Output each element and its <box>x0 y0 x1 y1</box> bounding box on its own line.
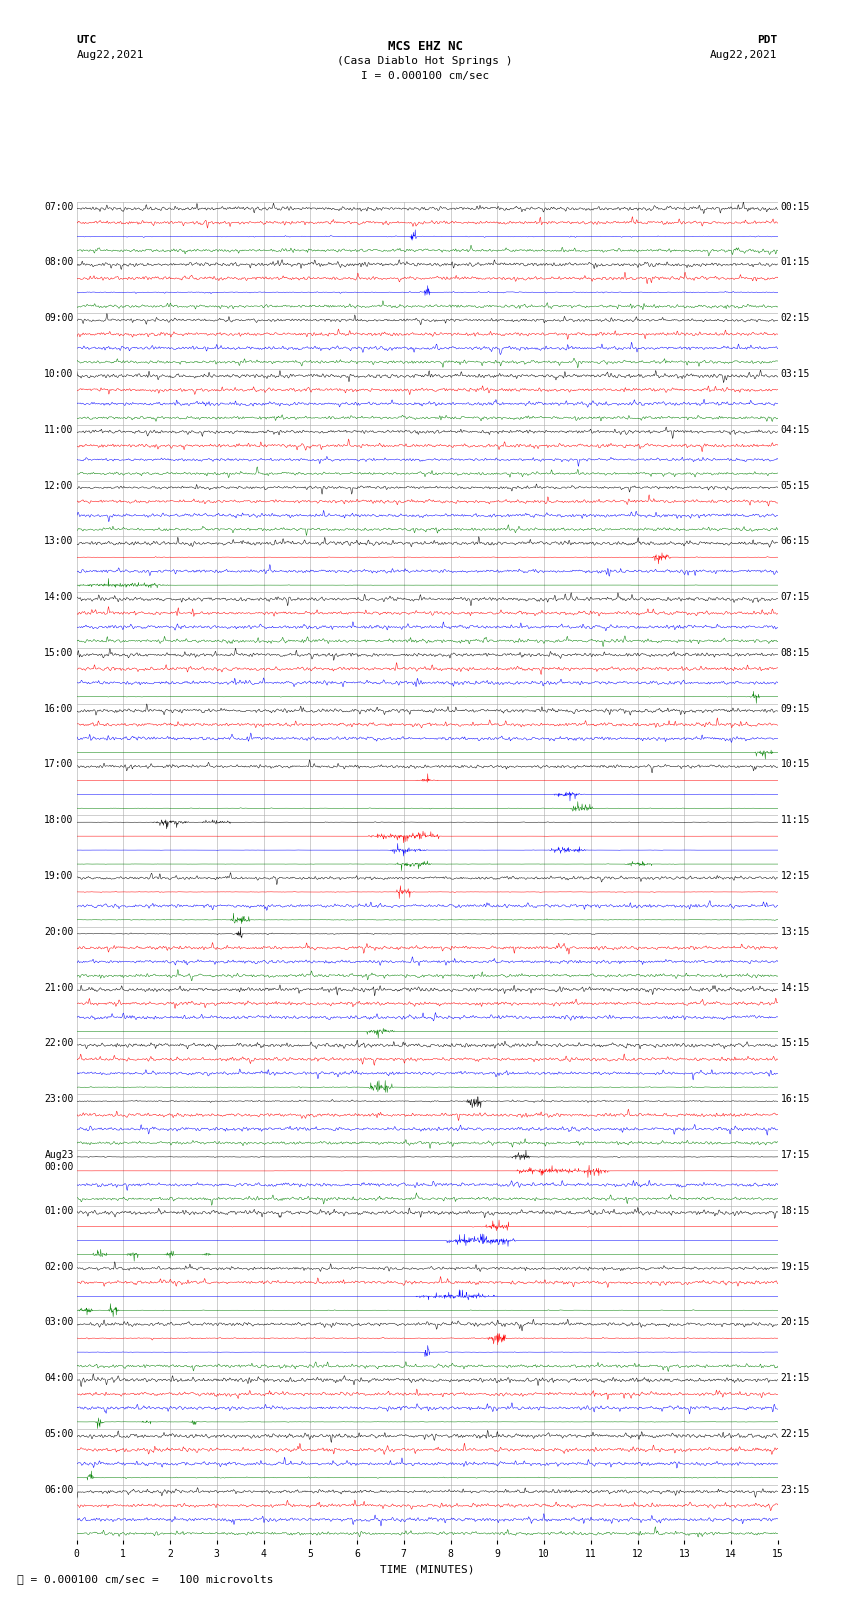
Text: PDT: PDT <box>757 35 778 45</box>
Text: ⎸ = 0.000100 cm/sec =   100 microvolts: ⎸ = 0.000100 cm/sec = 100 microvolts <box>17 1574 274 1584</box>
Text: Aug22,2021: Aug22,2021 <box>711 50 778 60</box>
Text: UTC: UTC <box>76 35 97 45</box>
Text: I = 0.000100 cm/sec: I = 0.000100 cm/sec <box>361 71 489 81</box>
Text: MCS EHZ NC: MCS EHZ NC <box>388 40 462 53</box>
X-axis label: TIME (MINUTES): TIME (MINUTES) <box>380 1565 474 1574</box>
Text: (Casa Diablo Hot Springs ): (Casa Diablo Hot Springs ) <box>337 56 513 66</box>
Text: Aug22,2021: Aug22,2021 <box>76 50 144 60</box>
